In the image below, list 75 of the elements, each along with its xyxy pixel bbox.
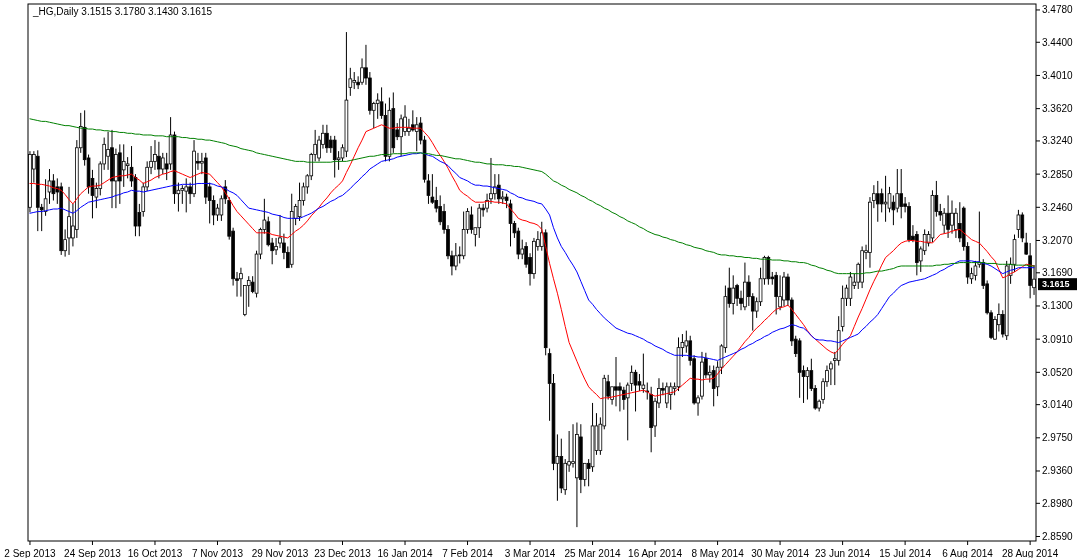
candlestick xyxy=(368,71,372,116)
candlestick xyxy=(618,382,622,412)
y-tick-label: 3.4400 xyxy=(1042,36,1074,48)
y-tick-label: 3.1300 xyxy=(1042,300,1074,312)
y-tick-label: 3.2850 xyxy=(1042,168,1074,180)
candlestick xyxy=(399,114,403,157)
candlestick xyxy=(407,118,411,137)
candlestick xyxy=(1028,242,1032,299)
candlestick xyxy=(782,271,786,307)
x-tick-label: 16 Apr 2014 xyxy=(628,547,683,558)
y-tick-label: 3.4780 xyxy=(1042,4,1074,16)
x-tick-label: 23 Dec 2013 xyxy=(314,547,372,558)
x-tick-label: 2 Sep 2013 xyxy=(4,547,56,558)
candlestick xyxy=(278,214,282,249)
text: 3.1615 xyxy=(1042,279,1070,290)
y-tick-label: 3.1690 xyxy=(1042,267,1074,279)
y-tick-label: 3.2460 xyxy=(1042,201,1074,213)
candlestick xyxy=(899,168,904,219)
y-tick-label: 3.0140 xyxy=(1042,399,1074,411)
candlestick xyxy=(43,178,48,217)
candlestick xyxy=(325,124,329,154)
candlestick xyxy=(192,139,196,198)
x-tick-label: 8 May 2014 xyxy=(691,547,745,558)
candlestick xyxy=(590,402,595,473)
x-tick-label: 16 Jan 2014 xyxy=(377,547,433,558)
y-tick-label: 3.0910 xyxy=(1042,333,1074,345)
candlestick xyxy=(700,351,704,401)
y-tick-label: 3.3240 xyxy=(1042,135,1074,147)
x-tick-label: 3 Mar 2014 xyxy=(504,547,556,558)
candlestick xyxy=(403,104,407,137)
candlestick xyxy=(743,262,747,311)
x-tick-label: 25 Mar 2014 xyxy=(564,547,622,558)
y-tick-label: 2.9360 xyxy=(1042,465,1074,477)
candlestick xyxy=(532,237,536,280)
x-tick-label: 30 May 2014 xyxy=(751,547,810,558)
y-tick-label: 3.3620 xyxy=(1042,103,1074,115)
chart-title: _HG,Daily 3.1515 3.1780 3.1430 3.1615 xyxy=(32,6,213,17)
x-tick-label: 23 Jun 2014 xyxy=(815,547,871,558)
candlestick xyxy=(875,180,880,223)
candlestick xyxy=(153,139,157,171)
candlestick xyxy=(438,194,442,226)
candlestick xyxy=(180,184,185,205)
candlestick xyxy=(778,274,782,311)
candlestick xyxy=(35,149,40,232)
candlestick xyxy=(860,245,864,289)
candlestick xyxy=(731,274,736,315)
candlestick xyxy=(489,157,493,205)
y-tick-label: 3.4010 xyxy=(1042,69,1074,81)
x-tick-label: 6 Aug 2014 xyxy=(942,547,994,558)
candlestick xyxy=(67,186,71,256)
y-tick-label: 2.8980 xyxy=(1042,497,1074,509)
x-tick-label: 7 Feb 2014 xyxy=(442,547,494,558)
x-tick-label: 28 Aug 2014 xyxy=(1002,547,1059,558)
candlestick xyxy=(485,193,489,213)
candlestick xyxy=(114,148,118,209)
candlestick xyxy=(274,237,278,256)
y-tick-label: 2.8590 xyxy=(1042,530,1074,542)
y-tick-label: 2.9750 xyxy=(1042,432,1074,444)
x-tick-label: 16 Oct 2013 xyxy=(127,547,183,558)
x-tick-label: 15 Jul 2014 xyxy=(879,547,932,558)
candlestick xyxy=(360,57,364,86)
candlestick xyxy=(868,196,872,269)
candlestick xyxy=(946,194,950,239)
y-tick-label: 3.0520 xyxy=(1042,366,1074,378)
candlestick xyxy=(110,129,114,209)
x-tick-label: 24 Sep 2013 xyxy=(64,547,122,558)
y-tick-label: 3.2070 xyxy=(1042,234,1074,246)
candlestick xyxy=(950,199,954,235)
candlestick xyxy=(563,458,568,496)
candlestick xyxy=(575,422,579,528)
candlestick xyxy=(614,356,618,407)
candlestick xyxy=(829,360,833,386)
candlestick xyxy=(157,141,161,179)
x-tick-label: 29 Nov 2013 xyxy=(251,547,309,558)
x-tick-label: 7 Nov 2013 xyxy=(191,547,244,558)
